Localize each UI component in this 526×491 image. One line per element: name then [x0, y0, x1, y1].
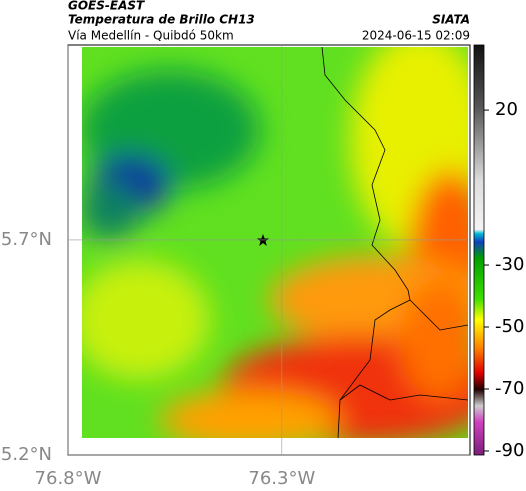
- product: Temperatura de Brillo CH13: [68, 13, 255, 27]
- x-tick-label: 76.8°W: [35, 468, 102, 489]
- colorbar: [473, 44, 485, 456]
- y-tick-label: 5.2°N: [1, 444, 52, 465]
- y-tick-label: 5.7°N: [1, 229, 52, 250]
- x-tick-label: 76.3°W: [248, 468, 315, 489]
- colorbar-label: -50: [495, 316, 524, 337]
- agency: SIATA: [432, 13, 470, 27]
- colorbar-label: -30: [495, 254, 524, 275]
- colorbar-label: -70: [495, 378, 524, 399]
- borders: [321, 46, 469, 439]
- region: Vía Medellín - Quibdó 50km: [68, 29, 234, 43]
- satellite: GOES-EAST: [68, 0, 145, 13]
- colorbar-label: -90: [495, 440, 524, 461]
- timestamp: 2024-06-15 02:09: [362, 29, 470, 43]
- colorbar-label: 20: [495, 99, 518, 120]
- temperature-field: [82, 47, 468, 438]
